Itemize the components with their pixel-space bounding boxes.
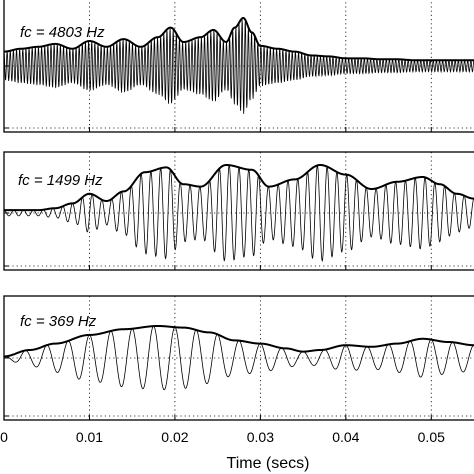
x-axis-label: Time (secs) (227, 455, 310, 472)
x-tick-label: 0.04 (332, 429, 359, 445)
fc-label-4803: fc = 4803 Hz (20, 24, 105, 41)
panel-bottom: fc = 369 Hz (3, 295, 474, 421)
panel-frame (3, 151, 474, 271)
x-tick-labels: 0 0.01 0.02 0.03 0.04 0.05 (0, 429, 445, 445)
panel-top: fc = 4803 Hz (3, 0, 474, 133)
panel-middle: fc = 1499 Hz (3, 151, 474, 271)
x-tick-label: 0.02 (161, 429, 188, 445)
x-tick-label: 0.05 (418, 429, 445, 445)
envelope-trace-4803 (4, 16, 474, 62)
panel-frame (3, 0, 474, 133)
fc-label-369: fc = 369 Hz (20, 313, 97, 330)
envelope-trace-1499 (4, 164, 474, 212)
x-tick-label: 0.01 (76, 429, 103, 445)
envelope-trace-369 (4, 325, 474, 358)
x-tick-label: 0.03 (247, 429, 274, 445)
x-tick-label: 0 (0, 429, 8, 445)
panel-frame (3, 295, 474, 421)
fc-label-1499: fc = 1499 Hz (18, 172, 103, 189)
